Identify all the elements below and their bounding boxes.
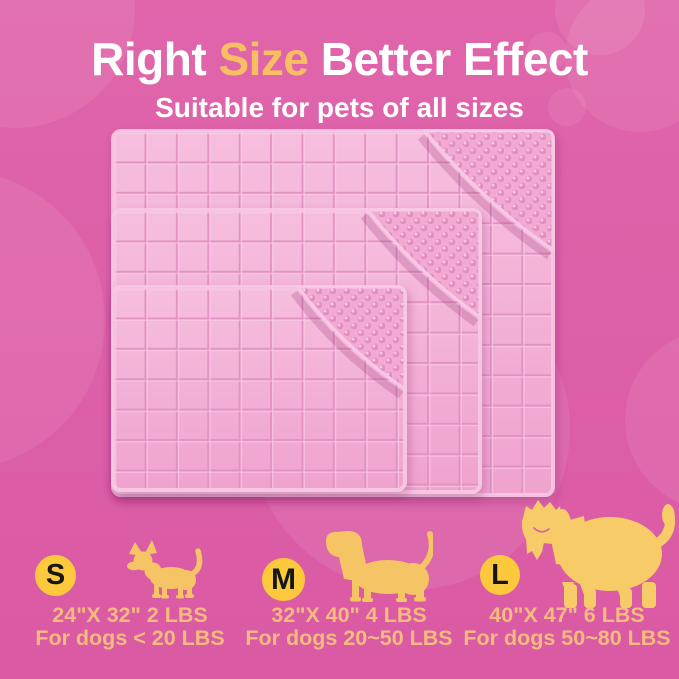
size-badge-m: M [262, 558, 305, 601]
size-option-l: L 40"X 47" 6 LBS For dogs [455, 500, 679, 670]
paw-toe-decoration [527, 32, 567, 72]
size-option-s: S 24"X 32" 2 LBS For dog [15, 538, 245, 670]
folded-corner-large [421, 129, 555, 253]
folded-corner-small [294, 285, 407, 392]
header: Right Size Better Effect Suitable for pe… [0, 0, 679, 124]
size-option-m: M 32"X 40" 4 LBS For dogs 20~50 LBS [240, 531, 458, 670]
size-dimensions: 32"X 40" 4 LBS [271, 603, 427, 627]
large-dog-icon [521, 500, 676, 608]
title-part1: Right [91, 33, 219, 85]
size-badge-l: L [480, 555, 520, 595]
blanket-small [111, 285, 407, 492]
paw-toe-decoration [548, 88, 586, 126]
size-badge-s: S [35, 555, 76, 596]
medium-dog-icon [326, 531, 433, 602]
size-fit-range: For dogs 20~50 LBS [245, 626, 453, 650]
size-fit-range: For dogs < 20 LBS [35, 626, 225, 650]
title-highlight: Size [218, 33, 309, 85]
folded-corner-medium [364, 208, 482, 320]
size-dimensions: 24"X 32" 2 LBS [52, 603, 208, 627]
subtitle: Suitable for pets of all sizes [155, 92, 524, 123]
page-title: Right Size Better Effect [0, 32, 679, 86]
chihuahua-icon [127, 540, 203, 599]
size-fit-range: For dogs 50~80 LBS [463, 626, 671, 650]
title-part2: Better Effect [308, 33, 589, 85]
size-dimensions: 40"X 47" 6 LBS [489, 603, 645, 627]
